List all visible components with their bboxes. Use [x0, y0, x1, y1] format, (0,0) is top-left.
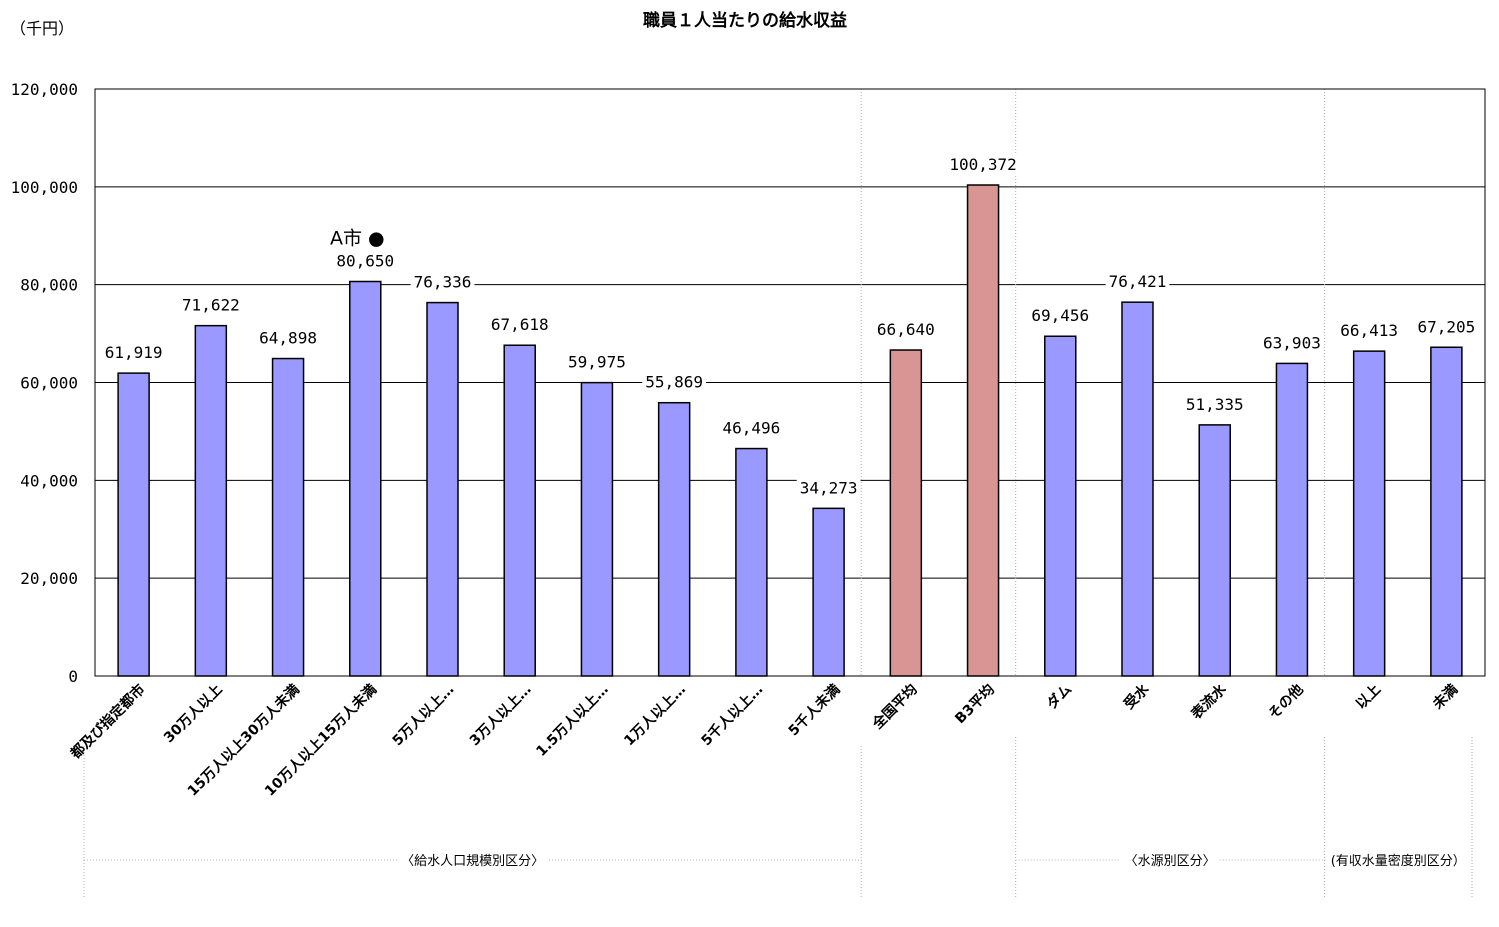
x-tick-label: 3万人以上…	[466, 681, 534, 749]
plot-frame	[94, 88, 1486, 677]
x-tick-label: 5千人未満	[785, 681, 844, 740]
unit-label: （千円）	[10, 19, 74, 38]
data-label-background	[719, 418, 784, 438]
bar	[1275, 362, 1309, 677]
data-label: 69,456	[1031, 306, 1089, 325]
data-label: 76,336	[414, 273, 472, 292]
x-tick-label: 5万人以上…	[389, 681, 457, 749]
x-tick-label: 受水	[1121, 680, 1154, 713]
data-label: 80,650	[336, 251, 394, 270]
y-tick-label: 100,000	[11, 178, 78, 197]
data-label-background	[873, 320, 938, 340]
x-tick-label: その他	[1265, 681, 1307, 723]
group-label-background	[397, 854, 549, 869]
data-label-background	[410, 272, 475, 292]
data-label: 66,640	[877, 320, 935, 339]
bar	[1198, 424, 1231, 677]
data-label-background	[487, 315, 552, 335]
x-tick-label: 未満	[1429, 681, 1461, 713]
x-tick-label: 全国平均	[868, 681, 920, 733]
bar	[1352, 350, 1386, 677]
x-tick-label: 表流水	[1187, 680, 1230, 723]
data-label-background	[333, 251, 398, 271]
data-label: 66,413	[1340, 321, 1398, 340]
x-tick-label: 以上	[1353, 682, 1384, 713]
annotation-label: A市 ●	[330, 227, 385, 249]
data-label-background	[1337, 321, 1402, 341]
bar	[735, 447, 768, 677]
data-label: 71,622	[182, 296, 240, 315]
bar	[889, 349, 923, 677]
group-label-background	[1120, 854, 1220, 869]
x-tick-label: 都及び指定都市	[66, 681, 148, 763]
y-tick-label: 0	[68, 667, 78, 686]
bar	[271, 357, 305, 677]
group-label: (有収水量密度別区分）	[1331, 853, 1466, 869]
data-label-background	[946, 155, 1020, 175]
data-label: 67,205	[1417, 317, 1475, 336]
bar	[1430, 346, 1463, 677]
data-label: 63,903	[1263, 333, 1321, 352]
bar	[580, 381, 614, 677]
data-label-background	[1260, 333, 1324, 353]
data-label-background	[178, 295, 243, 315]
bar	[349, 280, 382, 677]
annotation: A市 ●	[330, 227, 385, 249]
data-label-background	[256, 328, 320, 348]
x-tick-label: 5千人以上…	[698, 681, 766, 749]
bar	[426, 301, 459, 677]
data-label-background	[1028, 306, 1093, 326]
data-label: 67,618	[491, 315, 549, 334]
data-label: 100,372	[949, 155, 1016, 174]
data-label: 55,869	[645, 373, 703, 392]
data-label-background	[1182, 394, 1247, 414]
bar	[194, 324, 228, 677]
data-label: 34,273	[800, 478, 858, 497]
y-tick-label: 120,000	[11, 80, 78, 99]
y-tick-label: 60,000	[20, 374, 78, 393]
bar	[117, 372, 150, 677]
data-label: 61,919	[105, 343, 163, 362]
data-label: 64,898	[259, 329, 317, 348]
data-label-background	[642, 372, 707, 392]
x-tick-label: 30万人以上	[160, 681, 225, 746]
data-labels: 61,919 71,622 64,898 80,650 76,336 67,618 59,9…	[101, 155, 1479, 498]
y-tick-label: 80,000	[20, 276, 78, 295]
data-label: 51,335	[1186, 395, 1244, 414]
data-label: 46,496	[722, 419, 780, 438]
bar	[657, 401, 691, 677]
bar	[1121, 301, 1154, 677]
data-label-background	[101, 343, 166, 363]
group-label: 〈給水人口規模別区分〉	[401, 854, 544, 869]
group-labels: 〈給水人口規模別区分〉 〈水源別区分〉 (有収水量密度別区分）	[84, 853, 1472, 869]
bars	[117, 184, 1463, 677]
x-tick-label: 1.5万人以上…	[533, 681, 612, 760]
bar	[966, 184, 1000, 677]
group-label: 〈水源別区分〉	[1125, 854, 1216, 869]
data-label-background	[1414, 317, 1479, 337]
x-tick-label: ダム	[1043, 681, 1075, 713]
y-tick-label: 40,000	[20, 471, 78, 490]
data-label: 76,421	[1109, 272, 1167, 291]
bar	[812, 507, 845, 677]
data-label-background	[1105, 272, 1170, 292]
x-tick-label: B3平均	[952, 681, 998, 727]
data-label: 59,975	[568, 353, 626, 372]
group-label-background	[1326, 853, 1470, 869]
chart-title: 職員１人当たりの給水収益	[643, 10, 847, 31]
data-label-background	[796, 478, 861, 498]
y-axis-ticks: 0 20,000 40,000 60,000 80,000 100,000 120,000	[11, 80, 78, 686]
data-label-background	[565, 352, 629, 372]
x-tick-label: 1万人以上…	[621, 681, 689, 749]
y-tick-label: 20,000	[20, 569, 78, 588]
group-separators	[83, 89, 1473, 897]
bar	[503, 344, 536, 677]
bar	[1044, 335, 1077, 677]
